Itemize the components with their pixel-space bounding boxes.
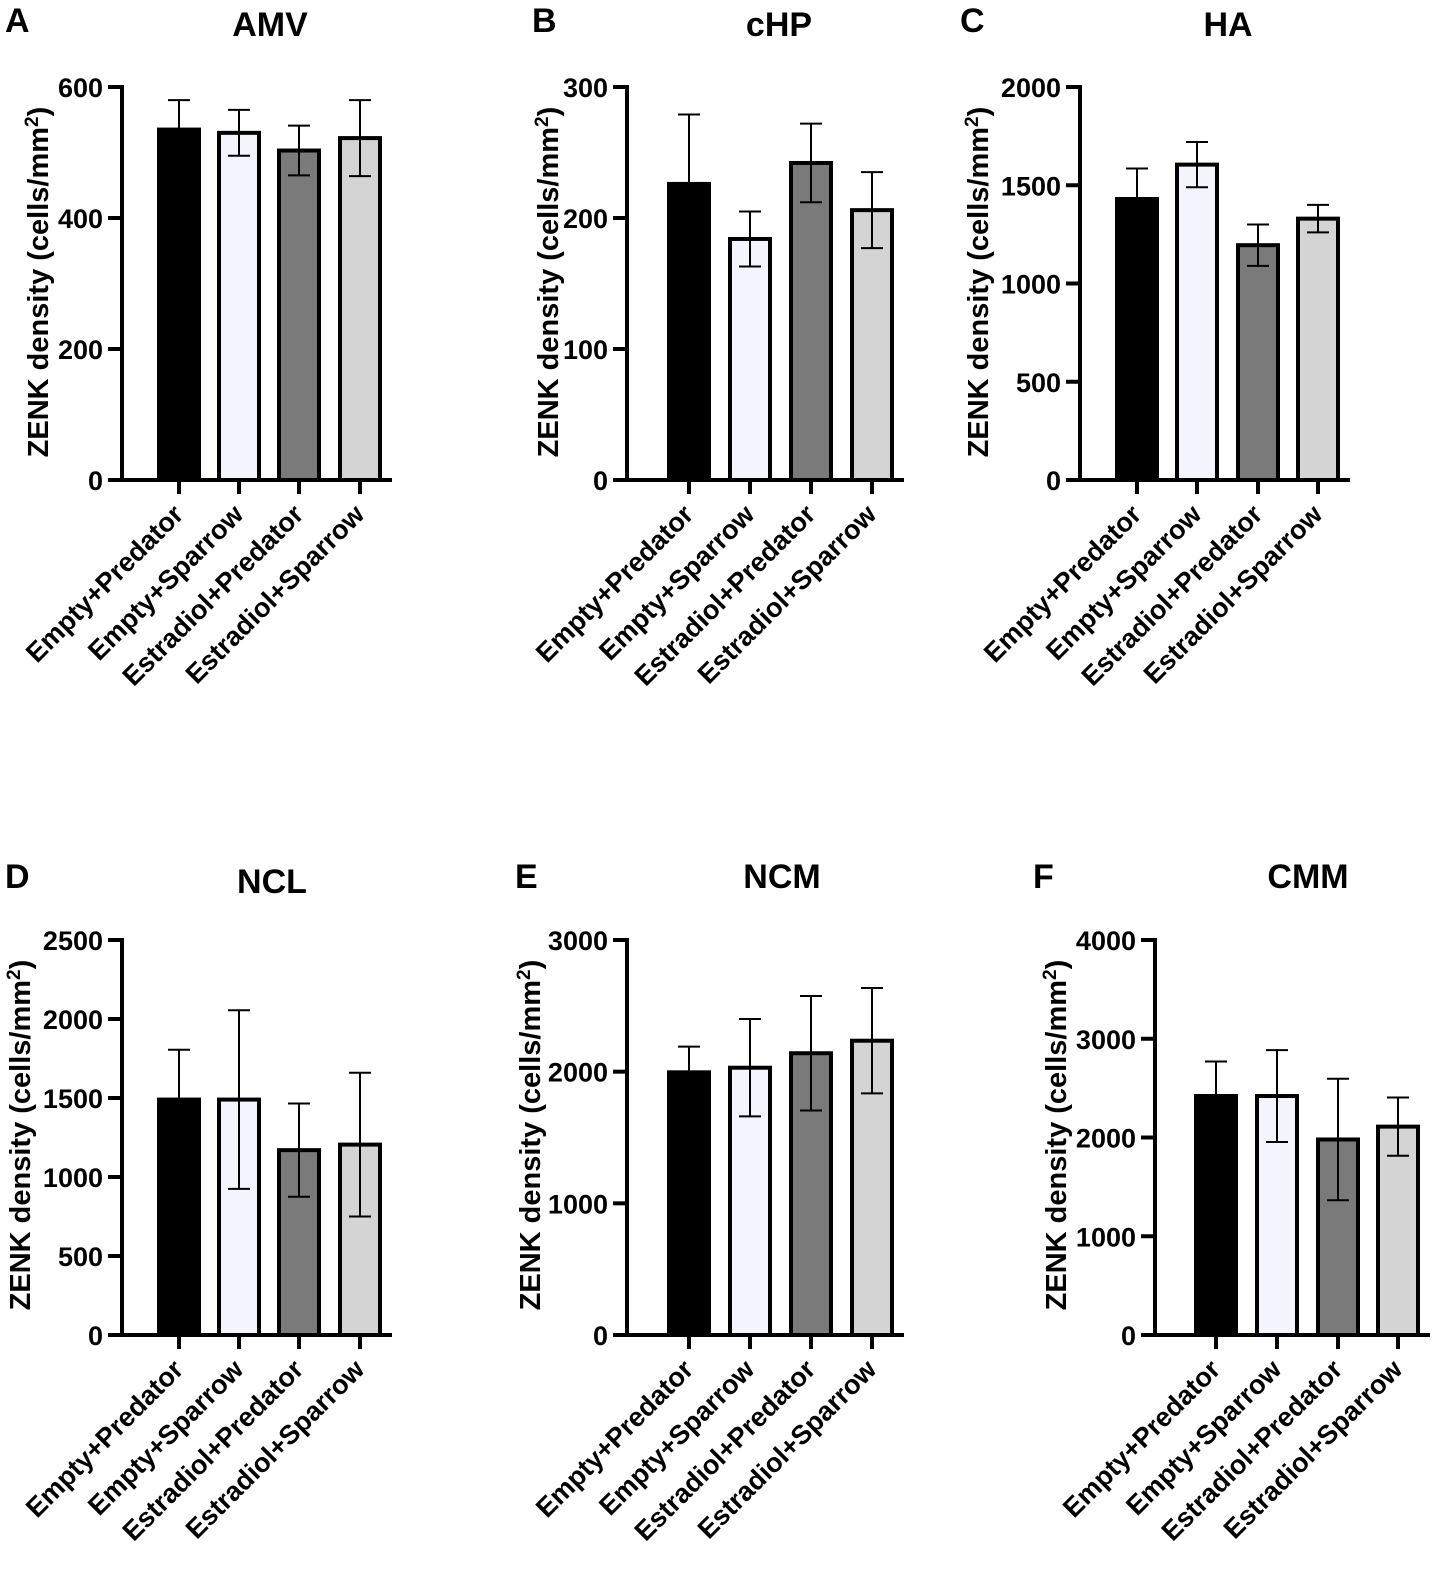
- error-bar: [678, 1045, 700, 1099]
- error-bar: [678, 113, 700, 255]
- y-tick-label: 2000: [1001, 73, 1061, 103]
- error-bar: [168, 1048, 190, 1151]
- bar: [217, 130, 261, 482]
- bar: [789, 160, 833, 482]
- error-bar: [1266, 1049, 1288, 1143]
- chart-title: AMV: [232, 6, 308, 44]
- y-tick-label: 200: [58, 335, 103, 365]
- y-tick-label: 2000: [43, 1005, 103, 1035]
- error-bar: [1247, 223, 1269, 267]
- y-tick-label: 500: [58, 1242, 103, 1272]
- error-bar: [800, 122, 822, 204]
- chart-title: HA: [1203, 6, 1252, 44]
- y-tick-label: 400: [58, 204, 103, 234]
- error-bar: [228, 108, 250, 157]
- error-bar: [1307, 203, 1329, 234]
- y-tick-label: 0: [1046, 466, 1061, 496]
- error-bar: [739, 210, 761, 268]
- bar: [850, 208, 894, 482]
- chart-panel-d: D NCL ZENK density (cells/mm2) 0 500 1000 1500…: [4, 858, 392, 1547]
- error-bar: [1327, 1077, 1349, 1202]
- y-axis-title: ZENK density (cells/mm2): [962, 107, 995, 458]
- bar: [728, 236, 772, 482]
- bar: [1175, 162, 1219, 482]
- y-tick-label: 500: [1016, 368, 1061, 398]
- chart-panel-e: E NCM ZENK density (cells/mm2) 0 1000 2000 300…: [514, 858, 904, 1547]
- error-bar: [349, 99, 371, 178]
- bar: [1194, 1094, 1238, 1338]
- bar: [1115, 197, 1159, 482]
- panel-letter: F: [1033, 858, 1054, 896]
- error-bar: [288, 1102, 310, 1198]
- y-tick-label: 1500: [43, 1084, 103, 1114]
- y-tick-label: 1000: [43, 1163, 103, 1193]
- y-tick-label: 4000: [1076, 926, 1136, 956]
- y-axis-title: ZENK density (cells/mm2): [532, 107, 565, 458]
- y-axis-title: ZENK density (cells/mm2): [4, 960, 37, 1311]
- y-tick-label: 0: [88, 1321, 103, 1351]
- y-tick-label: 2500: [43, 926, 103, 956]
- bar: [1296, 216, 1340, 482]
- y-tick-label: 2000: [1076, 1124, 1136, 1154]
- error-bar: [168, 99, 190, 161]
- y-tick-label: 0: [1121, 1321, 1136, 1351]
- y-tick-label: 600: [58, 73, 103, 103]
- y-axis-title: ZENK density (cells/mm2): [1040, 960, 1073, 1311]
- error-bar: [1126, 167, 1148, 231]
- panel-letter: E: [515, 858, 538, 896]
- bar: [1376, 1124, 1420, 1337]
- bar: [338, 136, 382, 482]
- y-tick-label: 1000: [1076, 1222, 1136, 1252]
- chart-title: NCL: [237, 863, 307, 901]
- y-tick-label: 1000: [1001, 270, 1061, 300]
- error-bar: [228, 1009, 250, 1190]
- panel-letter: C: [960, 2, 985, 40]
- chart-title: CMM: [1267, 858, 1348, 896]
- y-tick-label: 0: [88, 466, 103, 496]
- y-tick-label: 200: [563, 204, 608, 234]
- error-bar: [1387, 1096, 1409, 1157]
- bar: [157, 127, 201, 482]
- chart-panel-f: F CMM ZENK density (cells/mm2) 0 1000 2000 300…: [1033, 858, 1430, 1547]
- error-bar: [1205, 1060, 1227, 1132]
- panel-letter: D: [5, 858, 30, 896]
- error-bar: [288, 124, 310, 177]
- y-tick-label: 1500: [1001, 171, 1061, 201]
- y-tick-label: 3000: [548, 926, 608, 956]
- y-tick-label: 100: [563, 335, 608, 365]
- panel-letter: A: [5, 2, 30, 40]
- bar: [667, 1070, 711, 1337]
- panel-letter: B: [532, 2, 557, 40]
- error-bar: [861, 987, 883, 1095]
- error-bar: [1186, 141, 1208, 189]
- chart-title: NCM: [743, 858, 820, 896]
- y-tick-label: 0: [593, 1321, 608, 1351]
- y-tick-label: 3000: [1076, 1025, 1136, 1055]
- error-bar: [739, 1018, 761, 1118]
- y-axis-title: ZENK density (cells/mm2): [22, 107, 55, 458]
- error-bar: [861, 171, 883, 250]
- y-axis-title: ZENK density (cells/mm2): [514, 960, 547, 1311]
- bar: [277, 148, 321, 482]
- error-bar: [349, 1071, 371, 1218]
- chart-title: cHP: [746, 6, 812, 44]
- y-tick-label: 2000: [548, 1058, 608, 1088]
- y-tick-label: 1000: [548, 1189, 608, 1219]
- y-tick-label: 0: [593, 466, 608, 496]
- y-tick-label: 300: [563, 73, 608, 103]
- error-bar: [800, 994, 822, 1112]
- chart-panel-c: C HA ZENK density (cells/mm2) 0 500 1000 1500 2…: [960, 2, 1350, 692]
- bar: [1236, 243, 1280, 482]
